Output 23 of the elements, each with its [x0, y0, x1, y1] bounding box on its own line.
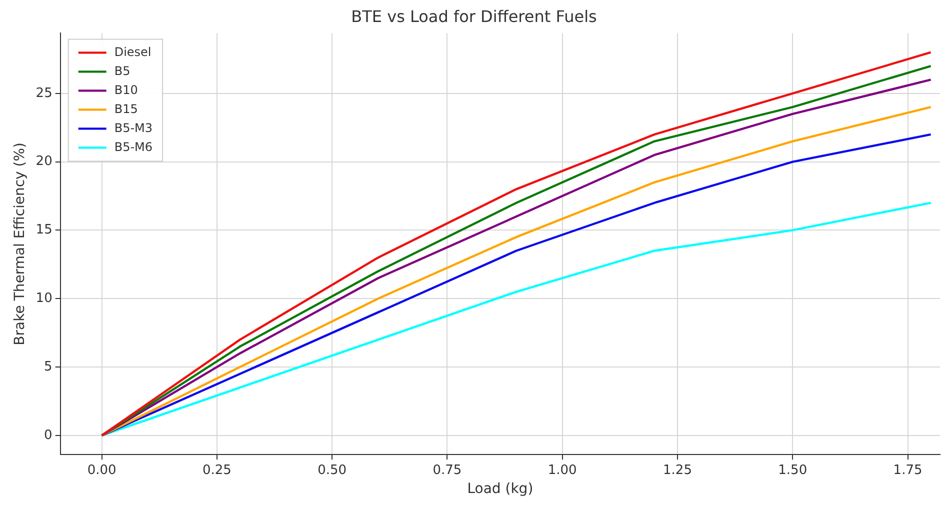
legend-label: B5 [114, 64, 130, 78]
x-tick-label: 0.25 [202, 462, 232, 478]
x-tick-label: 0.75 [432, 462, 462, 478]
y-tick-label: 0 [44, 428, 52, 443]
y-tick-label: 20 [36, 154, 52, 170]
x-axis-title: Load (kg) [467, 481, 534, 498]
chart-title: BTE vs Load for Different Fuels [351, 6, 597, 26]
y-tick-label: 15 [36, 222, 52, 238]
legend-label: B10 [114, 82, 138, 97]
y-tick-label: 10 [36, 291, 52, 306]
x-tick-label: 0.00 [87, 462, 116, 478]
y-tick-label: 25 [36, 86, 52, 101]
x-tick-label: 1.50 [778, 462, 808, 478]
y-tick-label: 5 [44, 359, 52, 374]
legend-label: B5-M3 [114, 120, 153, 135]
x-tick-label: 1.25 [663, 462, 692, 478]
legend-label: B15 [114, 102, 138, 116]
x-tick-label: 1.00 [548, 462, 577, 478]
legend-label: B5-M6 [114, 140, 153, 154]
x-tick-label: 1.75 [893, 462, 922, 478]
legend-label: Diesel [114, 44, 152, 59]
x-tick-label: 0.50 [318, 462, 347, 478]
y-axis-title: Brake Thermal Efficiency (%) [12, 142, 28, 346]
